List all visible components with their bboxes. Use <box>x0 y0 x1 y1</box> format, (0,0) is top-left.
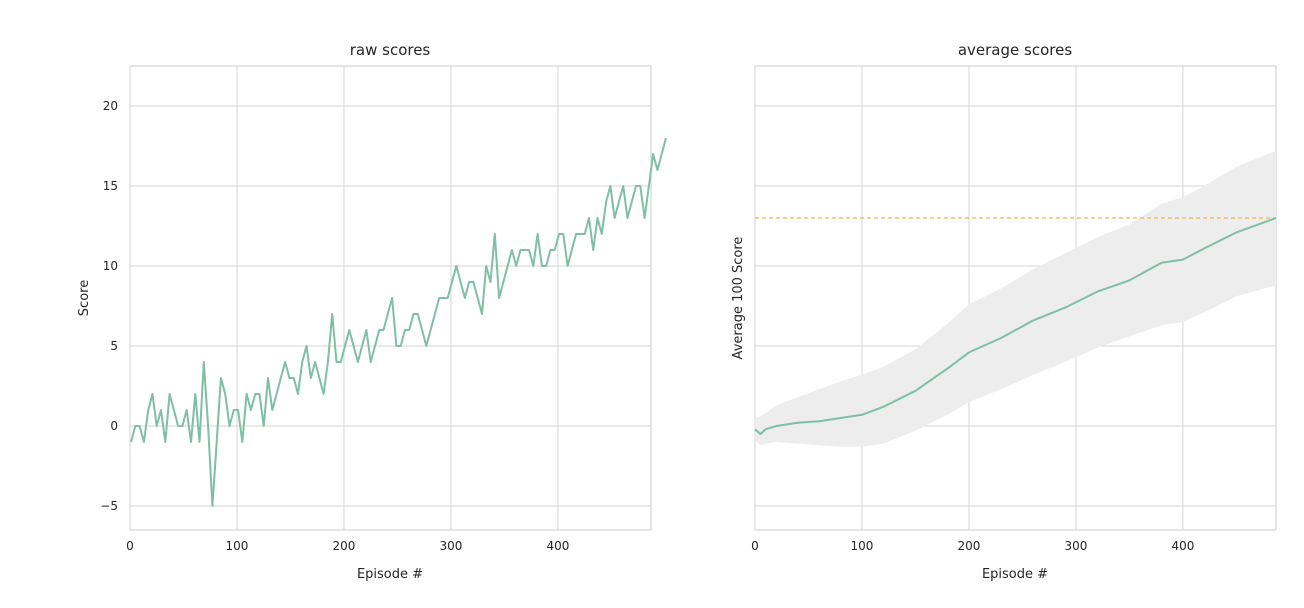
average-scores-title: average scores <box>958 41 1072 59</box>
average-scores-ylabel: Average 100 Score <box>731 237 746 360</box>
x-tick-label: 400 <box>546 539 569 553</box>
x-tick-label: 400 <box>1171 539 1194 553</box>
average-scores-chart: 0 100 200 300 400 average scores Episode # A… <box>731 41 1277 582</box>
raw-score-line <box>130 137 667 507</box>
raw-scores-plot-area <box>129 65 652 531</box>
y-tick-label: −5 <box>100 499 118 513</box>
x-tick-label: 200 <box>333 539 356 553</box>
x-tick-label: 0 <box>751 539 759 553</box>
y-tick-label: 15 <box>103 179 118 193</box>
x-tick-label: 300 <box>1064 539 1087 553</box>
raw-scores-chart: 0 100 200 300 400 −5 0 5 10 15 20 raw scores Episo… <box>77 41 667 582</box>
average-scores-xlabel: Episode # <box>982 567 1048 582</box>
raw-scores-ylabel: Score <box>77 280 92 316</box>
raw-scores-xlabel: Episode # <box>357 567 423 582</box>
y-tick-label: 5 <box>110 339 118 353</box>
y-tick-label: 20 <box>103 99 118 113</box>
x-tick-label: 300 <box>439 539 462 553</box>
raw-scores-title: raw scores <box>350 41 431 59</box>
x-tick-label: 100 <box>226 539 249 553</box>
y-tick-label: 0 <box>110 419 118 433</box>
score-std-band <box>755 150 1276 447</box>
y-tick-label: 10 <box>103 259 118 273</box>
average-score-line <box>754 217 1277 435</box>
x-tick-label: 0 <box>126 539 134 553</box>
x-tick-label: 100 <box>851 539 874 553</box>
x-tick-label: 200 <box>958 539 981 553</box>
